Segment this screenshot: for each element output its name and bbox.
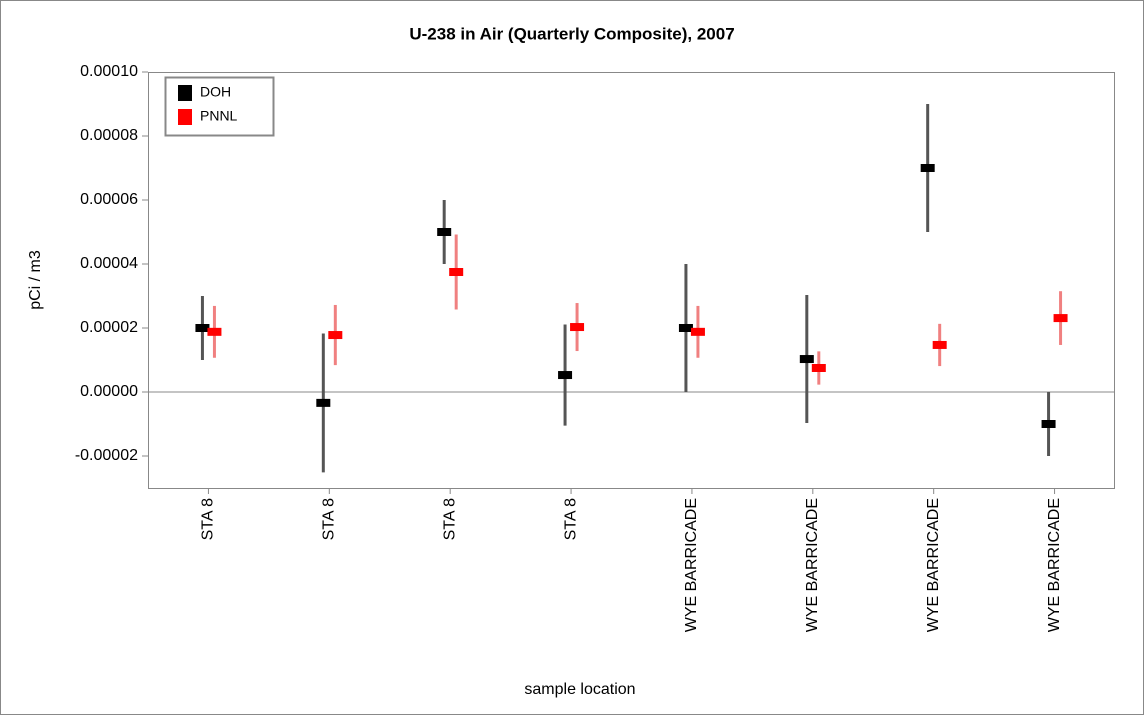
y-tick-label: -0.00002 xyxy=(75,447,138,464)
point xyxy=(558,371,573,380)
x-tick-label: STA 8 xyxy=(321,498,338,540)
chart-title: U-238 in Air (Quarterly Composite), 2007 xyxy=(409,24,734,43)
x-tick-label: STA 8 xyxy=(441,498,458,540)
y-tick-label: 0.00008 xyxy=(80,127,138,144)
point xyxy=(811,364,826,372)
x-tick-label: WYE BARRICADE xyxy=(1046,498,1063,632)
y-tick-label: 0.00006 xyxy=(80,191,138,208)
x-tick-label: WYE BARRICADE xyxy=(804,498,821,632)
point xyxy=(1041,420,1056,428)
x-tick-label: STA 8 xyxy=(200,498,217,540)
x-axis-title: sample location xyxy=(524,681,635,698)
legend-swatch xyxy=(178,109,192,125)
point xyxy=(207,327,222,336)
point xyxy=(920,164,935,172)
y-tick-label: 0.00002 xyxy=(80,319,138,336)
point xyxy=(570,323,585,332)
x-tick-label: WYE BARRICADE xyxy=(925,498,942,632)
y-axis-title: pCi / m3 xyxy=(27,250,44,310)
y-tick-label: 0.00004 xyxy=(80,255,138,272)
point xyxy=(690,327,705,336)
point xyxy=(328,331,343,340)
point xyxy=(678,324,693,332)
point xyxy=(932,340,947,349)
point xyxy=(1053,314,1068,323)
plot-area xyxy=(148,72,1115,489)
legend-swatch xyxy=(178,85,192,101)
point xyxy=(799,355,814,364)
y-tick-label: 0.00000 xyxy=(80,383,138,400)
legend-label: DOH xyxy=(200,84,231,100)
x-tick-label: STA 8 xyxy=(562,498,579,540)
point xyxy=(437,228,452,236)
point xyxy=(449,268,464,276)
legend-label: PNNL xyxy=(200,108,238,124)
point xyxy=(316,398,331,407)
x-tick-label: WYE BARRICADE xyxy=(683,498,700,632)
point xyxy=(195,324,210,332)
y-tick-label: 0.00010 xyxy=(80,63,138,80)
